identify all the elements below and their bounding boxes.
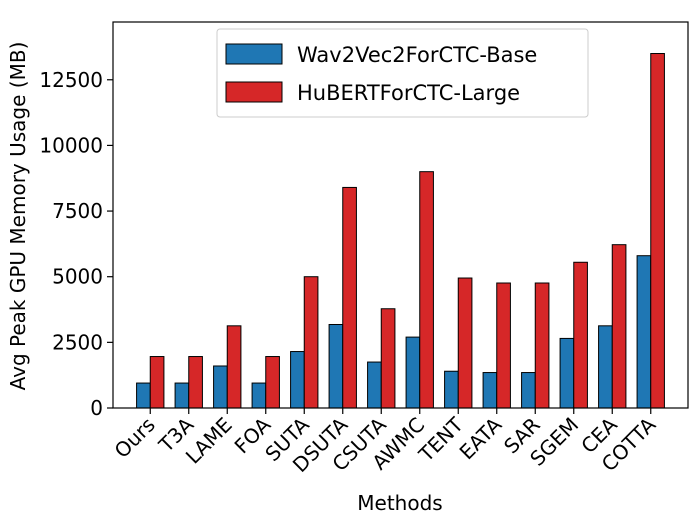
plot-frame — [112, 21, 689, 409]
x-tick-label-ours: Ours — [110, 413, 160, 463]
bar-wav2vec2-ours — [136, 382, 151, 409]
bar-wav2vec2-foa — [251, 382, 267, 409]
bar-wav2vec2-sar — [521, 372, 536, 409]
bar-hubert-t3a — [188, 356, 203, 409]
bar-hubert-dsuta — [342, 186, 357, 409]
y-tick-label: 0 — [90, 396, 103, 420]
bar-wav2vec2-tent — [444, 370, 459, 409]
bar-wav2vec2-cotta — [636, 255, 652, 409]
legend-swatch-hubert — [225, 81, 283, 103]
bar-hubert-suta — [303, 276, 319, 409]
bar-hubert-awmc — [419, 171, 434, 409]
y-axis: 0 2500 5000 7500 10000 12500 — [39, 68, 113, 420]
bar-wav2vec2-eata — [482, 372, 498, 409]
x-axis: OursT3ALAMEFOASUTADSUTACSUTAAWMCTENTEATA… — [110, 408, 661, 477]
bar-wav2vec2-csuta — [367, 361, 382, 409]
bar-hubert-sgem — [573, 261, 588, 409]
legend-swatch-wav2vec2 — [225, 43, 283, 65]
bar-wav2vec2-cea — [598, 325, 613, 409]
bar-hubert-lame — [226, 325, 242, 409]
y-tick-label: 2500 — [52, 330, 103, 354]
bar-wav2vec2-lame — [213, 365, 228, 409]
bar-hubert-eata — [496, 282, 511, 409]
bar-hubert-sar — [534, 282, 550, 409]
legend-label-hubert: HuBERTForCTC-Large — [297, 81, 520, 105]
legend: Wav2Vec2ForCTC-Base HuBERTForCTC-Large — [216, 28, 589, 118]
bar-hubert-cea — [611, 244, 627, 409]
bars-group — [136, 53, 665, 409]
y-tick-label: 7500 — [52, 199, 103, 223]
legend-box — [216, 28, 589, 118]
x-tick-label-eata: EATA — [455, 412, 507, 464]
bar-hubert-foa — [265, 356, 280, 409]
y-tick-label: 5000 — [52, 265, 103, 289]
legend-label-wav2vec2: Wav2Vec2ForCTC-Base — [297, 43, 537, 67]
bar-wav2vec2-awmc — [405, 336, 421, 409]
y-axis-label: Avg Peak GPU Memory Usage (MB) — [6, 42, 30, 391]
bar-wav2vec2-sgem — [559, 337, 575, 409]
bar-hubert-csuta — [380, 308, 396, 409]
bar-hubert-cotta — [650, 53, 665, 409]
y-tick-label: 12500 — [39, 68, 103, 92]
bar-hubert-tent — [457, 277, 473, 409]
bar-hubert-ours — [149, 356, 165, 409]
y-tick-label: 10000 — [39, 133, 103, 157]
bar-wav2vec2-dsuta — [328, 323, 344, 409]
x-tick-label-tent: TENT — [413, 412, 468, 467]
bar-wav2vec2-suta — [290, 351, 305, 409]
x-axis-label: Methods — [357, 491, 442, 515]
bar-wav2vec2-t3a — [174, 382, 190, 409]
